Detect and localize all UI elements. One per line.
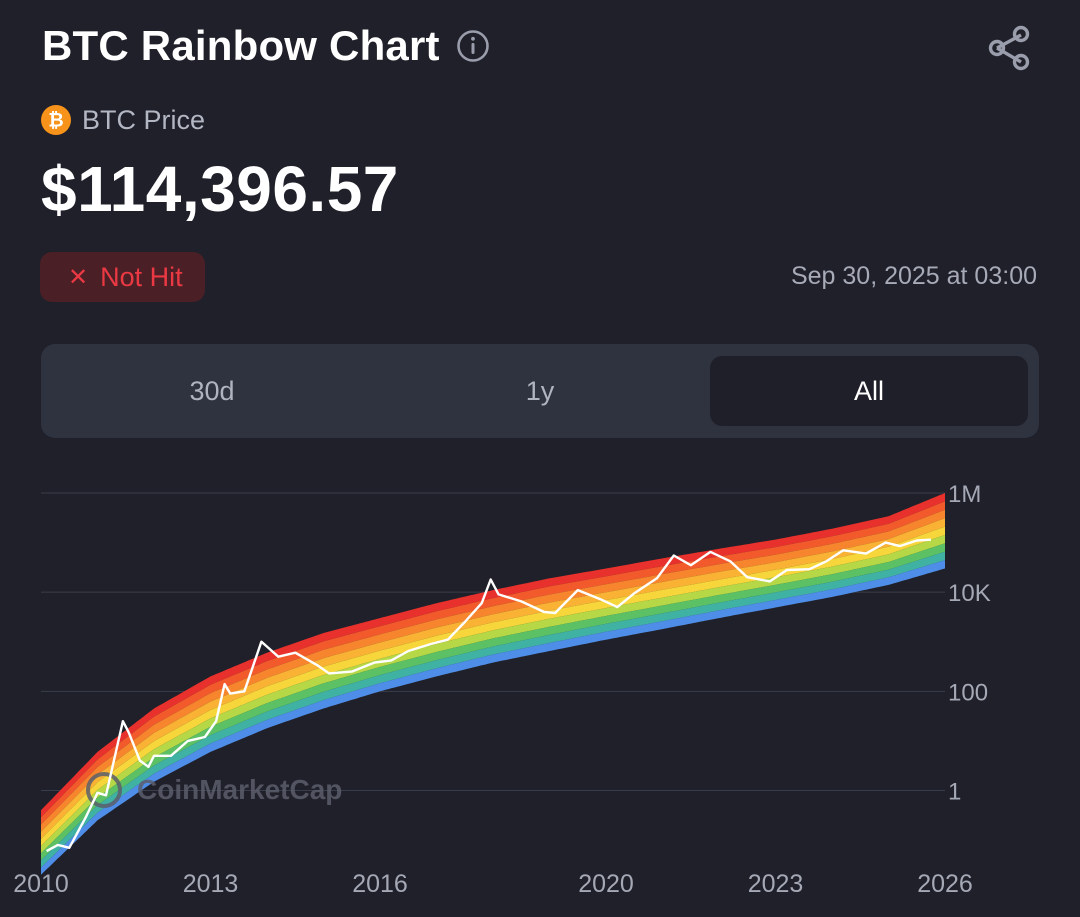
asset-row: ₿ BTC Price bbox=[40, 104, 205, 136]
price-value: $114,396.57 bbox=[41, 153, 399, 225]
page-title: BTC Rainbow Chart bbox=[42, 22, 440, 69]
close-icon: ✕ bbox=[68, 263, 89, 291]
x-tick-label: 2023 bbox=[748, 870, 804, 898]
y-tick-label: 100 bbox=[948, 679, 988, 706]
info-circle-icon[interactable] bbox=[456, 29, 490, 63]
x-tick-label: 2010 bbox=[13, 870, 69, 898]
x-tick-label: 2016 bbox=[352, 870, 408, 898]
range-tabs: 30d 1y All bbox=[41, 344, 1039, 438]
asset-label: BTC Price bbox=[82, 104, 206, 135]
x-tick-label: 2013 bbox=[183, 870, 239, 898]
status-label: Not Hit bbox=[100, 261, 183, 292]
header: BTC Rainbow Chart bbox=[42, 22, 490, 70]
rainbow-band bbox=[41, 509, 945, 832]
rainbow-band bbox=[41, 526, 945, 847]
coinmarketcap-logo-icon bbox=[86, 772, 122, 808]
x-tick-label: 2026 bbox=[917, 870, 973, 898]
rainbow-band bbox=[41, 560, 945, 875]
tab-all[interactable]: All bbox=[710, 356, 1028, 426]
rainbow-band bbox=[41, 518, 945, 839]
x-tick-label: 2020 bbox=[578, 870, 634, 898]
rainbow-band bbox=[41, 501, 945, 825]
rainbow-band bbox=[41, 543, 945, 861]
y-tick-label: 10K bbox=[948, 580, 991, 607]
svg-text:₿: ₿ bbox=[48, 111, 63, 132]
rainbow-band bbox=[41, 493, 945, 818]
rainbow-chart: 1M 10K 100 1 CoinMarketCap 2010 2013 2016 2020 20… bbox=[13, 481, 991, 898]
tab-1y[interactable]: 1y bbox=[525, 375, 555, 406]
timestamp: Sep 30, 2025 at 03:00 bbox=[790, 262, 1037, 290]
status-badge: ✕ Not Hit bbox=[40, 252, 205, 302]
bitcoin-icon: ₿ bbox=[40, 104, 72, 136]
y-tick-label: 1 bbox=[948, 778, 961, 805]
watermark: CoinMarketCap bbox=[137, 774, 342, 805]
rainbow-band bbox=[41, 534, 945, 854]
rainbow-band bbox=[41, 551, 945, 868]
price-line bbox=[46, 538, 931, 853]
share-icon[interactable] bbox=[984, 22, 1036, 74]
y-tick-label: 1M bbox=[948, 481, 981, 508]
tab-30d[interactable]: 30d bbox=[189, 375, 235, 406]
